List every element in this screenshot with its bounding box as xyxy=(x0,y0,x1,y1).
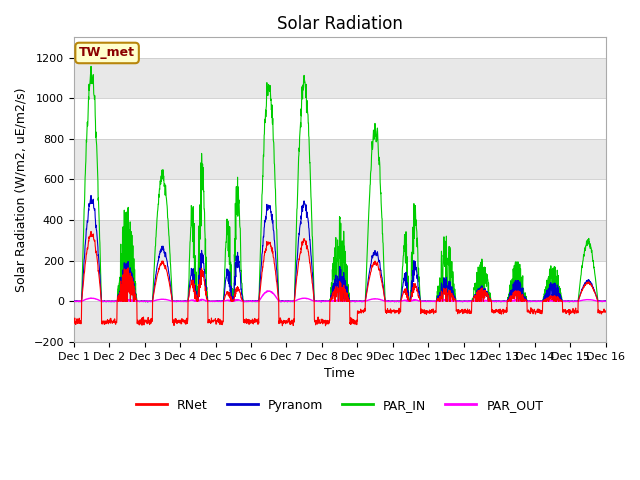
Legend: RNet, Pyranom, PAR_IN, PAR_OUT: RNet, Pyranom, PAR_IN, PAR_OUT xyxy=(131,394,548,417)
X-axis label: Time: Time xyxy=(324,367,355,380)
Y-axis label: Solar Radiation (W/m2, uE/m2/s): Solar Radiation (W/m2, uE/m2/s) xyxy=(15,87,28,292)
Bar xyxy=(74,220,605,261)
Bar xyxy=(74,301,605,342)
Bar xyxy=(74,139,605,180)
Title: Solar Radiation: Solar Radiation xyxy=(276,15,403,33)
Text: TW_met: TW_met xyxy=(79,47,135,60)
Bar xyxy=(74,58,605,98)
